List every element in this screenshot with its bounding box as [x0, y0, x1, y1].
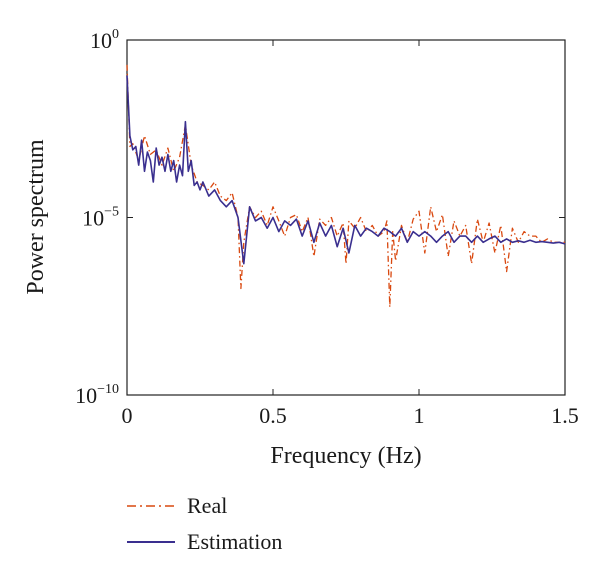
plot-frame [126, 39, 566, 396]
legend-estimation-label: Estimation [187, 529, 282, 554]
x-ticks: 0 0.5 1 1.5 [122, 40, 579, 428]
series-line-estimation [126, 75, 566, 265]
y-tick-label: 10−10 [75, 382, 119, 408]
y-tick-base: 10 [90, 28, 112, 53]
x-tick-label: 1 [414, 403, 425, 428]
y-tick-label: 100 [90, 27, 119, 53]
series-layer [126, 64, 566, 308]
x-tick-label: 0.5 [259, 403, 287, 428]
y-tick-exponent: −5 [104, 205, 119, 220]
legend-real-label: Real [187, 493, 227, 518]
legend: Real Estimation [127, 493, 282, 554]
plot-area [126, 39, 566, 396]
y-axis-label: Power spectrum [23, 139, 49, 295]
series-line-real [126, 64, 565, 308]
y-tick-base: 10 [82, 206, 104, 231]
y-tick-label: 10−5 [82, 205, 119, 231]
y-tick-base: 10 [75, 383, 97, 408]
x-tick-label: 1.5 [551, 403, 579, 428]
y-tick-exponent: −10 [97, 382, 119, 397]
y-tick-exponent: 0 [112, 27, 119, 42]
x-axis-label: Frequency (Hz) [270, 443, 421, 469]
x-tick-label: 0 [122, 403, 133, 428]
